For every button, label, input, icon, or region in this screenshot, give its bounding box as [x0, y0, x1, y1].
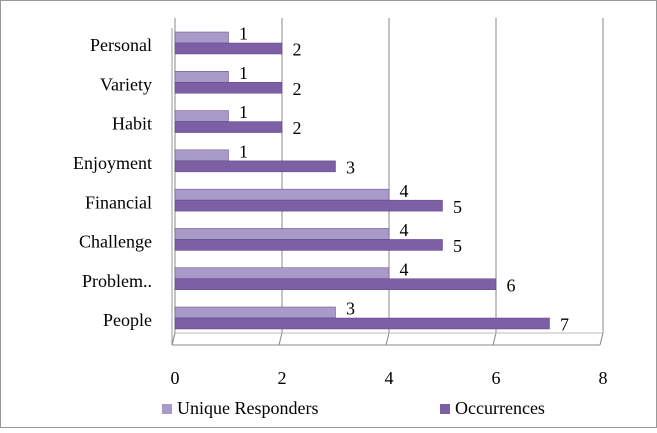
x-tick-label: 4 — [385, 368, 394, 388]
y-tick-label: Challenge — [79, 232, 152, 252]
grid-depth — [599, 332, 604, 346]
bar — [174, 306, 336, 319]
legend-swatch — [162, 404, 172, 414]
bar — [174, 149, 229, 162]
data-label: 4 — [400, 181, 409, 201]
data-label: 1 — [239, 102, 248, 122]
x-tick-label: 6 — [492, 368, 501, 388]
data-label: 2 — [293, 40, 302, 60]
bar — [174, 121, 283, 133]
y-tick-label: People — [103, 310, 152, 330]
bar — [174, 42, 283, 55]
y-tick-label: Variety — [100, 74, 152, 94]
bar — [174, 110, 229, 122]
bar — [174, 267, 390, 279]
grid-depth — [278, 332, 283, 346]
grid-depth — [171, 332, 176, 346]
bar — [174, 199, 443, 212]
data-label: 1 — [239, 141, 248, 161]
grid-depth — [385, 332, 390, 346]
data-label: 1 — [239, 24, 248, 44]
bar — [174, 31, 229, 44]
y-tick-label: Personal — [90, 35, 152, 55]
data-label: 5 — [453, 197, 462, 217]
data-label: 3 — [346, 299, 355, 319]
data-label: 2 — [293, 118, 302, 138]
y-tick-label: Habit — [112, 114, 152, 134]
y-tick-label: Problem.. — [82, 271, 152, 291]
bar — [174, 317, 550, 330]
data-label: 5 — [453, 236, 462, 256]
data-label: 4 — [400, 259, 409, 279]
bar — [174, 71, 229, 83]
x-tick-label: 0 — [171, 368, 180, 388]
grid-depth — [492, 332, 497, 346]
y-tick-label: Enjoyment — [73, 153, 152, 173]
data-label: 3 — [346, 157, 355, 177]
bar — [174, 239, 443, 251]
data-label: 1 — [239, 63, 248, 83]
data-label: 6 — [507, 275, 516, 295]
bar — [174, 82, 283, 94]
legend-swatch — [440, 404, 450, 414]
y-tick-label: Financial — [85, 192, 152, 212]
bar — [174, 160, 336, 173]
legend-label: Unique Responders — [177, 398, 318, 418]
data-label: 4 — [400, 220, 409, 240]
data-label: 2 — [293, 79, 302, 99]
data-label: 7 — [560, 315, 569, 335]
x-tick-label: 2 — [278, 368, 287, 388]
x-tick-label: 8 — [599, 368, 608, 388]
bar — [174, 188, 390, 201]
legend-label: Occurrences — [455, 398, 545, 418]
bar — [174, 228, 390, 240]
bar — [174, 278, 497, 290]
